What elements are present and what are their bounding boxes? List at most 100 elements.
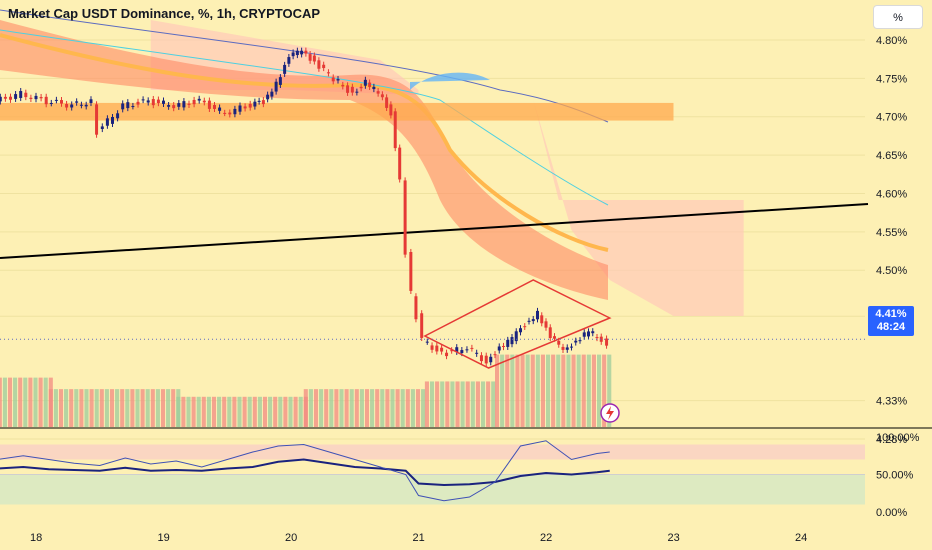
histogram-bar — [13, 377, 18, 427]
histogram-bar — [591, 354, 596, 427]
candle-body — [425, 341, 429, 343]
candle-body — [570, 346, 573, 348]
histogram-bar — [429, 381, 435, 427]
histogram-bar — [324, 389, 329, 427]
candle-body — [582, 332, 586, 337]
histogram-bar — [135, 389, 140, 427]
candle-body — [536, 310, 539, 320]
histogram-bar — [515, 354, 520, 427]
histogram-bar — [435, 381, 440, 427]
candle-body — [308, 54, 312, 61]
candle-body — [197, 98, 201, 101]
candle-body — [218, 107, 222, 111]
osc-axis-label: 50.00% — [876, 470, 914, 482]
candle-body — [479, 355, 483, 362]
candle-body — [207, 100, 211, 109]
time-axis-label: 18 — [30, 532, 42, 544]
candle-body — [398, 147, 402, 180]
candle-body — [368, 82, 372, 87]
histogram-bar — [313, 389, 319, 427]
candle-body — [238, 105, 242, 112]
histogram-bar — [64, 389, 69, 427]
candle-body — [312, 55, 316, 62]
candle-body — [172, 105, 176, 109]
candle-body — [372, 86, 376, 90]
histogram-bar — [145, 389, 150, 427]
price-axis-label: 4.75% — [876, 73, 907, 85]
candle-body — [131, 106, 135, 108]
bar-countdown: 48:24 — [876, 321, 906, 333]
candle-body — [34, 95, 38, 100]
histogram-bar — [171, 389, 176, 427]
candle-body — [253, 101, 257, 107]
candle-body — [465, 349, 469, 351]
histogram-bar — [155, 389, 160, 427]
candle-body — [359, 86, 363, 89]
candle-body — [326, 72, 330, 74]
histogram-bar — [18, 377, 23, 427]
candle-body — [162, 100, 165, 104]
histogram-bar — [546, 354, 551, 427]
candle-body — [440, 347, 444, 352]
histogram-bar — [491, 381, 496, 427]
candle-body — [39, 97, 43, 99]
histogram-bar — [206, 396, 211, 427]
histogram-bar — [329, 389, 334, 427]
histogram-bar — [222, 396, 227, 427]
candle-body — [591, 331, 595, 334]
histogram-bar — [602, 354, 607, 427]
histogram-bar — [486, 381, 491, 427]
histogram-bar — [370, 389, 375, 427]
candle-body — [519, 328, 522, 333]
histogram-bar — [181, 396, 186, 427]
histogram-bar — [495, 354, 500, 427]
histogram-bar — [303, 389, 308, 427]
histogram-bar — [375, 389, 380, 427]
candle-body — [243, 106, 247, 109]
candle-body — [599, 336, 603, 342]
histogram-bar — [364, 389, 370, 427]
histogram-bar — [99, 389, 104, 427]
histogram-bar — [395, 389, 400, 427]
candle-body — [177, 103, 181, 107]
histogram-bar — [247, 396, 252, 427]
histogram-bar — [109, 389, 115, 427]
histogram-bar — [293, 396, 298, 427]
histogram-bar — [571, 354, 576, 427]
candle-body — [266, 94, 270, 100]
candle-body — [95, 104, 99, 135]
histogram-bar — [298, 396, 303, 427]
candle-body — [44, 96, 48, 105]
candle-body — [574, 340, 578, 343]
candle-body — [355, 91, 359, 93]
histogram-bar — [380, 389, 385, 427]
histogram-bar — [500, 354, 505, 427]
histogram-bar — [268, 396, 273, 427]
histogram-bar — [424, 381, 429, 427]
histogram-bar — [566, 354, 571, 427]
candle-body — [489, 356, 493, 363]
histogram-bar — [2, 377, 7, 427]
candle-body — [291, 52, 295, 57]
candle-body — [116, 113, 120, 119]
time-axis-label: 21 — [413, 532, 425, 544]
lightning-glyph — [606, 406, 614, 420]
time-axis-label: 20 — [285, 532, 297, 544]
cloud-lower — [533, 100, 744, 316]
candle-body — [3, 96, 7, 99]
histogram-bar — [120, 389, 125, 427]
candle-body — [544, 321, 548, 328]
histogram-bar — [465, 381, 470, 427]
histogram-bar — [69, 389, 74, 427]
candle-body — [126, 102, 130, 109]
candle-body — [317, 60, 321, 69]
histogram-bar — [186, 396, 191, 427]
histogram-bar — [28, 377, 33, 427]
candle-body — [70, 104, 74, 108]
candle-body — [121, 103, 125, 110]
candle-body — [14, 94, 18, 99]
candle-body — [0, 96, 2, 102]
histogram-bar — [33, 377, 38, 427]
percent-scale-button[interactable]: % — [873, 5, 923, 29]
